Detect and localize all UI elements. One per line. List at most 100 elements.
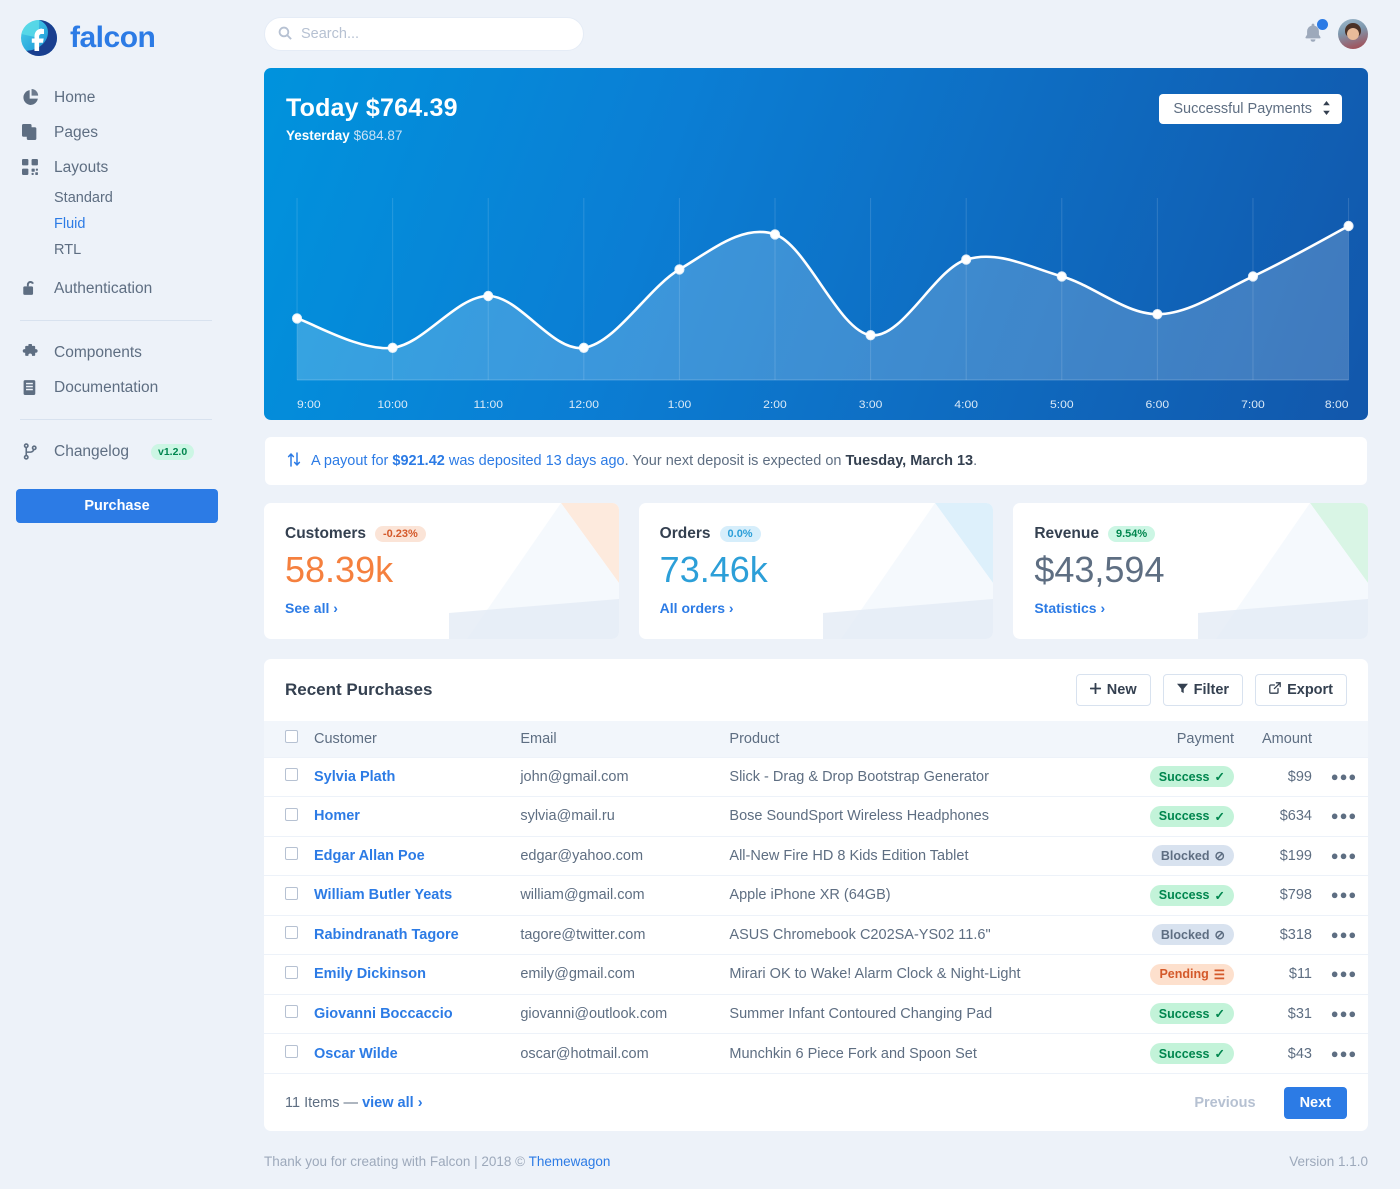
sidebar: falcon Home Pages (0, 0, 232, 1189)
customer-link[interactable]: Oscar Wilde (314, 1045, 398, 1062)
chart-point[interactable] (484, 292, 492, 300)
new-button[interactable]: New (1075, 674, 1151, 706)
row-menu-icon[interactable]: ●●● (1330, 1045, 1358, 1061)
row-menu-icon[interactable]: ●●● (1330, 887, 1358, 903)
row-checkbox[interactable] (285, 847, 298, 861)
customer-link[interactable]: Rabindranath Tagore (314, 926, 459, 943)
status-badge-label: Success (1158, 769, 1210, 784)
column-customer[interactable]: Customer (306, 721, 513, 757)
filter-button[interactable]: Filter (1162, 674, 1244, 706)
previous-button[interactable]: Previous (1178, 1087, 1271, 1119)
brand-logo[interactable]: falcon (16, 0, 216, 76)
customer-link[interactable]: William Butler Yeats (314, 887, 453, 904)
view-all-link[interactable]: view all › (362, 1094, 423, 1111)
sidebar-item-label: Home (54, 88, 96, 106)
chart-point[interactable] (1153, 310, 1161, 318)
cell-actions: ●●● (1320, 993, 1368, 1034)
export-button[interactable]: Export (1255, 674, 1347, 706)
cell-product: All-New Fire HD 8 Kids Edition Tablet (721, 835, 1116, 876)
purchase-button[interactable]: Purchase (16, 489, 218, 523)
cell-product: Mirari OK to Wake! Alarm Clock & Night-L… (721, 954, 1116, 994)
row-menu-icon[interactable]: ●●● (1330, 808, 1358, 824)
success-icon: ✓ (1214, 809, 1225, 824)
status-badge: Success ✓ (1149, 884, 1234, 906)
stat-link-all-orders[interactable]: All orders › (659, 600, 734, 616)
chart-point[interactable] (962, 255, 970, 263)
payout-notice: A payout for $921.42 was deposited 13 da… (264, 436, 1368, 486)
row-checkbox[interactable] (285, 768, 298, 782)
sidebar-item-home[interactable]: Home (16, 80, 216, 115)
sidebar-item-label: Changelog (54, 442, 129, 460)
table-row[interactable]: Homer sylvia@mail.ru Bose SoundSport Wirel… (264, 796, 1368, 836)
status-badge: Success ✓ (1149, 766, 1234, 788)
sidebar-subitem-standard[interactable]: Standard (54, 190, 113, 206)
row-menu-icon[interactable]: ●●● (1330, 966, 1358, 982)
search-input[interactable] (264, 17, 584, 51)
column-payment[interactable]: Payment (1115, 721, 1234, 757)
customer-link[interactable]: Homer (314, 808, 360, 825)
cell-product: Bose SoundSport Wireless Headphones (721, 796, 1116, 836)
chart-point[interactable] (867, 331, 875, 339)
bell-icon[interactable] (1302, 19, 1328, 46)
chart-point[interactable] (675, 265, 683, 273)
cell-payment: Success ✓ (1115, 993, 1234, 1034)
sidebar-subitem-fluid[interactable]: Fluid (54, 216, 86, 232)
sidebar-subitem-rtl[interactable]: RTL (54, 242, 82, 258)
sidebar-item-components[interactable]: Components (16, 335, 216, 370)
row-checkbox[interactable] (285, 926, 298, 940)
avatar[interactable] (1338, 19, 1368, 49)
stat-link-statistics[interactable]: Statistics › (1034, 600, 1106, 616)
cell-customer: Oscar Wilde (306, 1033, 513, 1073)
table-row[interactable]: Rabindranath Tagore tagore@twitter.com ASU… (264, 914, 1368, 955)
stat-link-see-all[interactable]: See all › (285, 600, 338, 616)
chart-point[interactable] (580, 344, 588, 352)
row-checkbox[interactable] (285, 886, 298, 900)
table-row[interactable]: Emily Dickinson emily@gmail.com Mirari OK … (264, 954, 1368, 994)
row-menu-icon[interactable]: ●●● (1330, 768, 1358, 784)
chart-point[interactable] (771, 230, 779, 238)
table-row[interactable]: Edgar Allan Poe edgar@yahoo.com All-New Fi… (264, 835, 1368, 876)
row-checkbox[interactable] (285, 807, 298, 821)
column-email[interactable]: Email (512, 721, 722, 757)
unlock-icon (20, 280, 40, 297)
chart-point[interactable] (1249, 272, 1257, 280)
customer-link[interactable]: Edgar Allan Poe (314, 847, 425, 864)
chart-point[interactable] (1058, 272, 1066, 280)
purchases-table: Customer Email Product Payment Amount Sy… (264, 721, 1368, 1073)
row-checkbox[interactable] (285, 965, 298, 979)
stat-change-badge: 9.54% (1107, 526, 1156, 542)
column-amount[interactable]: Amount (1234, 721, 1320, 757)
sidebar-item-layouts[interactable]: Layouts (16, 150, 216, 185)
notification-dot (1317, 19, 1328, 30)
stat-link-label: See all (285, 600, 330, 616)
payout-link[interactable]: A payout for $921.42 was deposited 13 da… (311, 453, 625, 469)
sidebar-item-label: Layouts (54, 158, 109, 176)
table-row[interactable]: Sylvia Plath john@gmail.com Slick - Drag &… (264, 756, 1368, 797)
pending-icon: ☰ (1213, 967, 1225, 982)
table-row[interactable]: Giovanni Boccaccio giovanni@outlook.com Su… (264, 993, 1368, 1034)
row-checkbox[interactable] (285, 1005, 298, 1019)
select-all-checkbox[interactable] (285, 730, 298, 744)
chart-point[interactable] (389, 344, 397, 352)
row-menu-icon[interactable]: ●●● (1330, 847, 1358, 863)
customer-link[interactable]: Giovanni Boccaccio (314, 1005, 453, 1022)
row-menu-icon[interactable]: ●●● (1330, 1005, 1358, 1021)
themewagon-link[interactable]: Themewagon (528, 1153, 611, 1169)
column-product[interactable]: Product (721, 721, 1116, 757)
row-checkbox[interactable] (285, 1045, 298, 1058)
chart-point[interactable] (293, 314, 301, 322)
customer-link[interactable]: Sylvia Plath (314, 768, 396, 785)
table-row[interactable]: William Butler Yeats william@gmail.com App… (264, 875, 1368, 915)
customer-link[interactable]: Emily Dickinson (314, 966, 427, 983)
row-menu-icon[interactable]: ●●● (1330, 926, 1358, 942)
chart-point[interactable] (1344, 222, 1352, 230)
next-button[interactable]: Next (1283, 1086, 1347, 1119)
sidebar-item-pages[interactable]: Pages (16, 115, 216, 150)
table-row[interactable]: Oscar Wilde oscar@hotmail.com Munchkin 6 P… (264, 1033, 1368, 1073)
sidebar-item-authentication[interactable]: Authentication (16, 271, 216, 306)
sidebar-item-changelog[interactable]: Changelog v1.2.0 (16, 434, 216, 469)
cell-product: Slick - Drag & Drop Bootstrap Generator (721, 756, 1116, 797)
sidebar-item-documentation[interactable]: Documentation (16, 370, 216, 405)
stat-link-label: All orders (659, 600, 726, 616)
payments-select[interactable]: Successful Payments (1159, 94, 1342, 124)
